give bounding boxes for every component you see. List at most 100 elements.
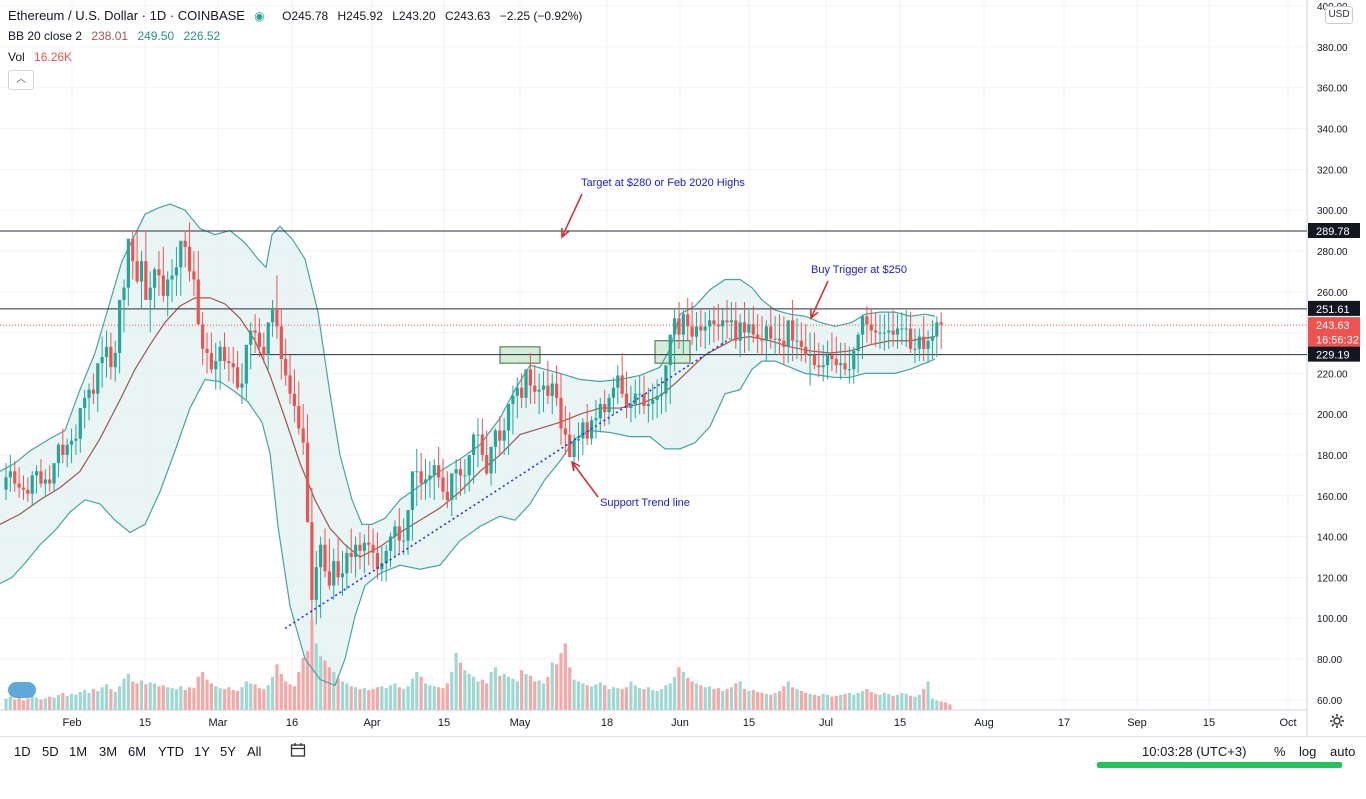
volume-bar (581, 683, 585, 710)
volume-bar (825, 694, 830, 710)
volume-bar (777, 691, 782, 710)
range-1m-button[interactable]: 1M (69, 744, 88, 759)
symbol-title[interactable]: Ethereum / U.S. Dollar · 1D · COINBASE (8, 8, 245, 23)
volume-bar (222, 689, 227, 710)
volume-bar (860, 691, 865, 710)
volume-bar (725, 689, 729, 710)
volume-bar (572, 679, 576, 710)
candle-body (249, 330, 253, 345)
volume-legend[interactable]: Vol 16.26K (8, 50, 78, 64)
log-scale-button[interactable]: log (1299, 744, 1317, 759)
candle-body (834, 359, 838, 366)
x-tick-label: Apr (363, 717, 380, 729)
volume-bar (633, 685, 637, 710)
candle-body (515, 387, 519, 396)
candle-body (563, 428, 567, 435)
volume-bar (445, 683, 449, 710)
candle-body (642, 393, 646, 407)
range-5d-button[interactable]: 5D (42, 744, 59, 759)
volume-bar (419, 676, 423, 710)
x-tick-label: 18 (601, 717, 613, 729)
gear-icon[interactable] (1329, 713, 1345, 729)
range-5y-button[interactable]: 5Y (220, 744, 236, 759)
range-1y-button[interactable]: 1Y (194, 744, 210, 759)
candle-body (624, 393, 629, 409)
date-range-icon[interactable] (290, 742, 306, 758)
volume-bar (423, 683, 428, 710)
price-chart[interactable]: Target at $280 or Feb 2020 Highs Buy Trig… (0, 0, 1366, 736)
candle-body (30, 475, 34, 494)
volume-bar (751, 690, 755, 710)
range-3m-button[interactable]: 3M (99, 744, 118, 759)
candle-body (340, 573, 345, 578)
volume-bar (205, 679, 209, 710)
candle-body (786, 320, 790, 347)
range-ytd-button[interactable]: YTD (158, 744, 184, 759)
candle-body (742, 322, 747, 333)
collapse-legend-button[interactable]: ︿ (8, 70, 34, 90)
candle-body (865, 316, 869, 325)
auto-scale-button[interactable]: auto (1330, 744, 1356, 759)
range-1d-button[interactable]: 1D (14, 744, 31, 759)
price-label-text: 16:56:32 (1316, 335, 1359, 347)
candle-body (703, 326, 707, 331)
volume-bar (332, 672, 336, 710)
clock-timezone[interactable]: 10:03:28 (UTC+3) (1142, 744, 1247, 759)
volume-bar (585, 685, 589, 710)
volume-bar (729, 687, 734, 710)
candle-body (620, 375, 624, 394)
x-tick-label: 15 (1203, 717, 1215, 729)
candle-body (410, 471, 415, 511)
range-6m-button[interactable]: 6M (128, 744, 147, 759)
volume-bar (292, 686, 297, 710)
candle-body (668, 334, 672, 366)
candle-body (537, 389, 541, 392)
candle-body (825, 355, 830, 366)
candle-body (611, 387, 616, 398)
volume-bar (528, 675, 532, 710)
volume-bar (266, 685, 270, 710)
y-tick-label: 260.00 (1317, 288, 1348, 299)
range-all-button[interactable]: All (247, 744, 262, 759)
volume-bar (869, 691, 873, 710)
price-label-box (1308, 317, 1360, 333)
candle-body (270, 308, 275, 323)
volume-bar (524, 673, 528, 710)
volume-bar (843, 693, 847, 710)
volume-bar (113, 691, 117, 710)
volume-bar (734, 683, 738, 710)
volume-bar (471, 676, 476, 710)
volume-bar (61, 692, 65, 710)
volume-bar (629, 681, 633, 710)
volume-bar (458, 662, 463, 710)
annotation-label: Target at $280 or Feb 2020 Highs (581, 177, 745, 189)
volume-bar (450, 672, 454, 710)
y-tick-label: 200.00 (1317, 410, 1348, 421)
volume-bar (262, 689, 266, 710)
currency-badge[interactable]: USD (1325, 6, 1353, 24)
percent-scale-button[interactable]: % (1274, 744, 1286, 759)
candle-body (734, 320, 738, 341)
candle-body (157, 269, 161, 276)
volume-bar (30, 695, 34, 710)
volume-bar (231, 690, 235, 710)
volume-bar (830, 696, 834, 710)
candle-body (458, 469, 463, 476)
candle-body (327, 571, 331, 586)
candle-body (546, 385, 550, 396)
volume-bar (69, 693, 74, 710)
candle-body (253, 330, 257, 333)
candle-body (104, 346, 109, 358)
candle-body (773, 338, 777, 340)
candle-body (415, 471, 419, 473)
volume-bar (651, 690, 655, 710)
candle-body (275, 308, 279, 327)
candle-body (402, 540, 406, 542)
bb-legend[interactable]: BB 20 close 2 238.01 249.50 226.52 (8, 29, 226, 43)
candle-body (179, 240, 183, 268)
candle-body (690, 326, 694, 337)
volume-bar (336, 678, 340, 710)
candle-body (498, 430, 502, 441)
volume-bar (21, 700, 26, 710)
candle-body (651, 399, 655, 404)
